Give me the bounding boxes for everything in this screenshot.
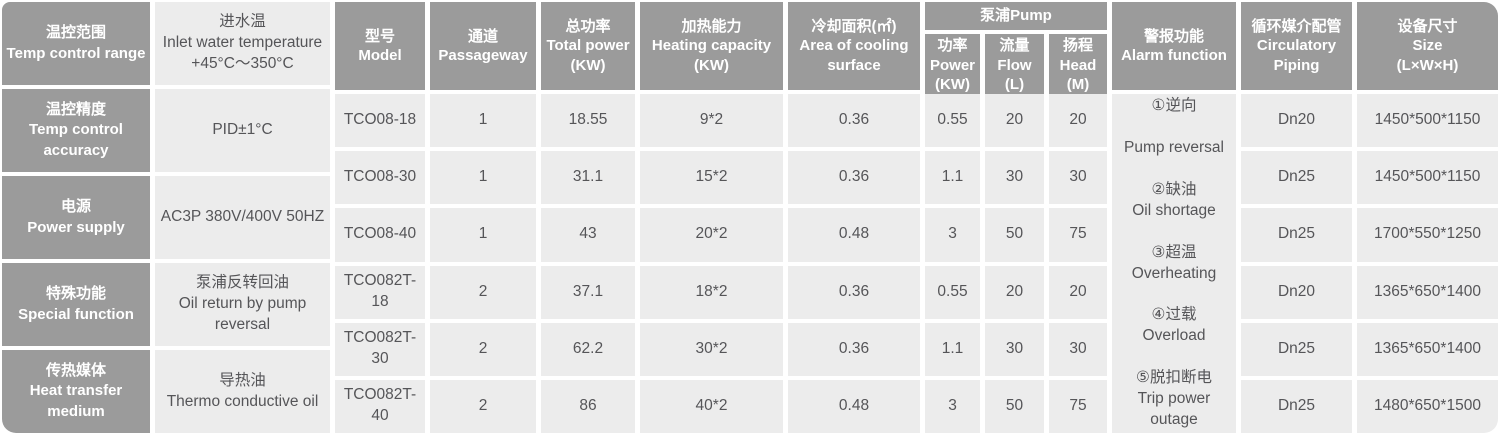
general-spec-panel: 温控范围 Temp control range 进水温 Inlet water … (2, 2, 330, 433)
cell-piping: Dn20 (1241, 94, 1352, 148)
cell-cooling-area: 0.36 (788, 94, 920, 148)
cell-cooling-area: 0.48 (788, 379, 920, 433)
cell-total-power: 86 (541, 379, 635, 433)
cell-pump-head: 75 (1049, 208, 1107, 262)
cell-pump-head: 20 (1049, 265, 1107, 319)
cell-pump-flow: 50 (985, 379, 1044, 433)
cell-total-power: 62.2 (541, 322, 635, 376)
header-pump-head: 扬程 Head (M) (1049, 34, 1107, 97)
cell-heating-capacity: 15*2 (640, 151, 783, 205)
header-size: 设备尺寸 Size (L×W×H) (1357, 2, 1498, 90)
cell-pump-power: 1.1 (925, 322, 980, 376)
cell-passageway: 1 (430, 151, 536, 205)
cell-pump-power: 3 (925, 208, 980, 262)
cell-total-power: 43 (541, 208, 635, 262)
cell-cooling-area: 0.36 (788, 265, 920, 319)
header-passageway: 通道 Passageway (430, 2, 536, 90)
left-label-temp-control-range: 温控范围 Temp control range (2, 2, 150, 85)
cell-size: 1365*650*1400 (1357, 265, 1498, 319)
header-alarm-function: 警报功能 Alarm function (1112, 2, 1236, 90)
left-label-temp-control-accuracy: 温控精度 Temp control accuracy (2, 89, 150, 172)
cell-size: 1365*650*1400 (1357, 322, 1498, 376)
cell-size: 1450*500*1150 (1357, 94, 1498, 148)
cell-heating-capacity: 30*2 (640, 322, 783, 376)
header-heating-capacity: 加热能力 Heating capacity (KW) (640, 2, 783, 90)
header-pump-flow: 流量 Flow (L) (985, 34, 1044, 97)
left-value-power-supply: AC3P 380V/400V 50HZ (155, 176, 330, 259)
header-cooling-area: 冷却面积(㎡) Area of cooling surface (788, 2, 920, 90)
cell-piping: Dn20 (1241, 265, 1352, 319)
cell-model: TCO082T-18 (335, 265, 425, 319)
cell-passageway: 2 (430, 265, 536, 319)
cell-piping: Dn25 (1241, 322, 1352, 376)
cell-cooling-area: 0.48 (788, 208, 920, 262)
cell-pump-head: 75 (1049, 379, 1107, 433)
cell-total-power: 18.55 (541, 94, 635, 148)
header-total-power: 总功率 Total power (KW) (541, 2, 635, 90)
header-pump-group: 泵浦Pump 功率 Power (KW) 流量 Flow (L) 扬程 Head… (925, 2, 1107, 97)
left-value-temp-control-range: 进水温 Inlet water temperature +45°C～350°C (155, 2, 330, 85)
cell-model: TCO08-40 (335, 208, 425, 262)
cell-cooling-area: 0.36 (788, 322, 920, 376)
cell-heating-capacity: 40*2 (640, 379, 783, 433)
left-value-special-function: 泵浦反转回油 Oil return by pump reversal (155, 263, 330, 346)
model-spec-table: 型号 Model 通道 Passageway 总功率 Total power (… (335, 2, 1498, 433)
cell-pump-power: 1.1 (925, 151, 980, 205)
left-label-power-supply: 电源 Power supply (2, 176, 150, 259)
cell-pump-flow: 20 (985, 265, 1044, 319)
cell-total-power: 31.1 (541, 151, 635, 205)
cell-pump-flow: 30 (985, 322, 1044, 376)
cell-pump-power: 0.55 (925, 94, 980, 148)
header-model: 型号 Model (335, 2, 425, 90)
header-pump-power: 功率 Power (KW) (925, 34, 980, 97)
left-label-heat-transfer-medium: 传热媒体 Heat transfer medium (2, 350, 150, 433)
alarm-function-cell: ①逆向 Pump reversal ②缺油 Oil shortage ③超温 O… (1112, 94, 1236, 433)
left-value-heat-transfer-medium: 导热油 Thermo conductive oil (155, 350, 330, 433)
cell-model: TCO082T-30 (335, 322, 425, 376)
cell-heating-capacity: 9*2 (640, 94, 783, 148)
cell-passageway: 2 (430, 322, 536, 376)
cell-pump-head: 30 (1049, 322, 1107, 376)
cell-pump-flow: 50 (985, 208, 1044, 262)
cell-pump-head: 20 (1049, 94, 1107, 148)
cell-size: 1480*650*1500 (1357, 379, 1498, 433)
cell-passageway: 2 (430, 379, 536, 433)
cell-cooling-area: 0.36 (788, 151, 920, 205)
cell-piping: Dn25 (1241, 151, 1352, 205)
left-value-temp-control-accuracy: PID±1°C (155, 89, 330, 172)
cell-pump-flow: 20 (985, 94, 1044, 148)
cell-pump-flow: 30 (985, 151, 1044, 205)
cell-model: TCO082T-40 (335, 379, 425, 433)
cell-passageway: 1 (430, 94, 536, 148)
cell-heating-capacity: 18*2 (640, 265, 783, 319)
cell-size: 1700*550*1250 (1357, 208, 1498, 262)
header-pump: 泵浦Pump (925, 2, 1107, 30)
cell-total-power: 37.1 (541, 265, 635, 319)
cell-passageway: 1 (430, 208, 536, 262)
cell-pump-head: 30 (1049, 151, 1107, 205)
cell-pump-power: 0.55 (925, 265, 980, 319)
cell-size: 1450*500*1150 (1357, 151, 1498, 205)
cell-model: TCO08-30 (335, 151, 425, 205)
cell-model: TCO08-18 (335, 94, 425, 148)
header-circulatory-piping: 循环媒介配管 Circulatory Piping (1241, 2, 1352, 90)
cell-pump-power: 3 (925, 379, 980, 433)
cell-piping: Dn25 (1241, 379, 1352, 433)
cell-heating-capacity: 20*2 (640, 208, 783, 262)
left-label-special-function: 特殊功能 Special function (2, 263, 150, 346)
cell-piping: Dn25 (1241, 208, 1352, 262)
